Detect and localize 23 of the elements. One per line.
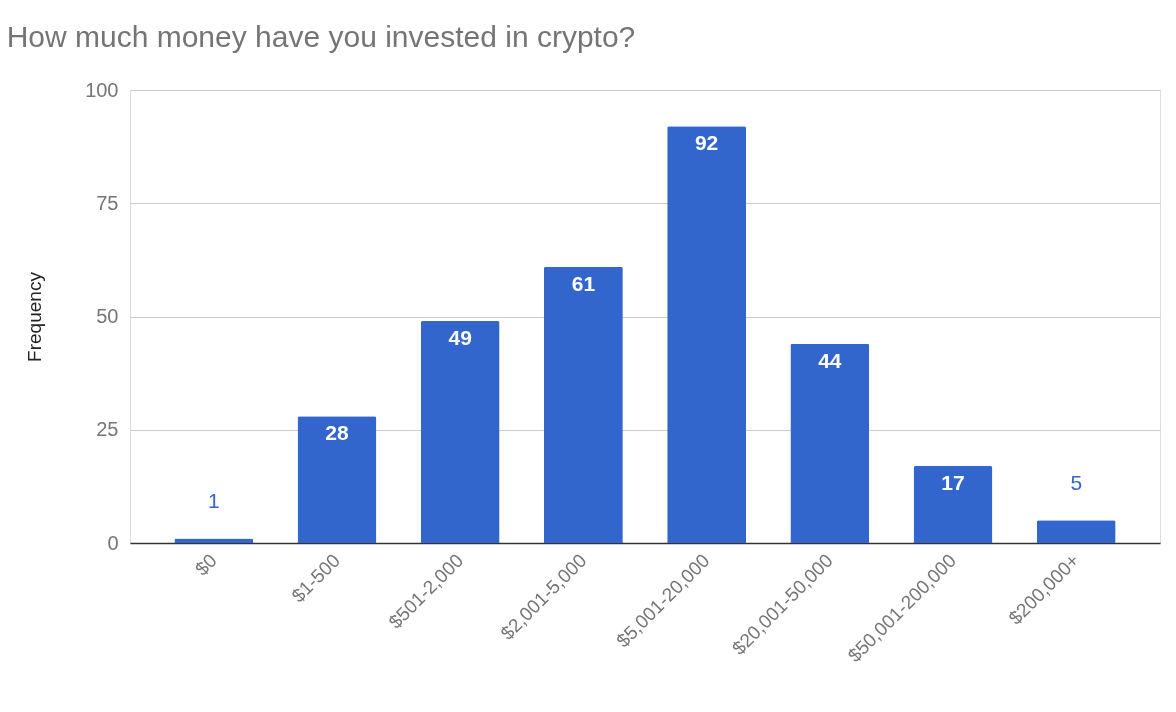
bar xyxy=(667,126,747,543)
data-label: 44 xyxy=(818,348,842,372)
bar xyxy=(913,465,993,543)
bar xyxy=(543,266,623,543)
bar xyxy=(420,321,500,543)
y-axis-title: Frequency xyxy=(24,271,46,362)
bar xyxy=(1036,520,1116,543)
y-tick-label: 100 xyxy=(85,78,119,101)
bar xyxy=(790,343,870,543)
data-label: 17 xyxy=(941,470,965,494)
x-tick-label: $0 xyxy=(191,549,221,580)
y-tick-label: 25 xyxy=(96,418,119,441)
y-tick-label: 75 xyxy=(96,191,119,214)
y-tick-label: 0 xyxy=(107,531,119,554)
y-tick-label: 50 xyxy=(96,305,119,327)
data-label: 92 xyxy=(694,131,719,155)
data-label: 49 xyxy=(448,326,472,350)
data-label: 61 xyxy=(571,271,596,295)
data-label: 28 xyxy=(325,421,349,445)
chart-title: How much money have you invested in crypto? xyxy=(6,20,636,53)
data-label: 1 xyxy=(207,489,220,513)
bar xyxy=(297,416,377,543)
data-label: 5 xyxy=(1070,471,1083,495)
